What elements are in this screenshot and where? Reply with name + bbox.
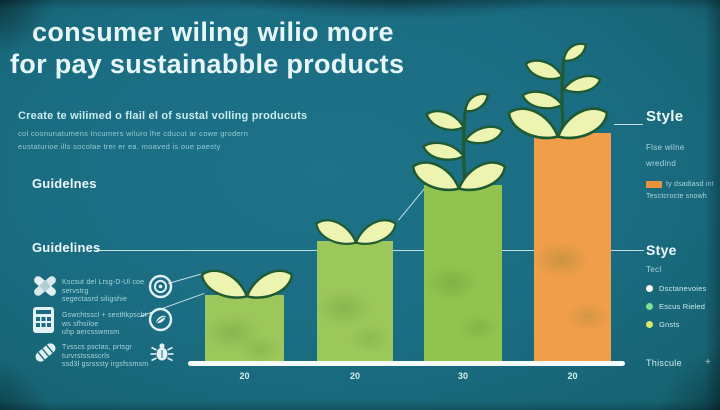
x-axis-line <box>188 361 625 366</box>
bar-4 <box>534 133 611 363</box>
x-axis-label-4: 20 <box>567 371 578 381</box>
x-axis-label-2: 20 <box>349 371 360 381</box>
x-axis-label-3: 30 <box>457 371 468 381</box>
sprout-icon-bar1 <box>197 264 297 307</box>
sprout-base-bar3 <box>408 156 510 199</box>
sprout-icon-bar2 <box>312 214 400 253</box>
bar-2 <box>317 241 393 363</box>
x-axis-label-1: 20 <box>239 371 250 381</box>
bar-3 <box>424 185 502 363</box>
sprout-base-bar4 <box>502 102 614 147</box>
